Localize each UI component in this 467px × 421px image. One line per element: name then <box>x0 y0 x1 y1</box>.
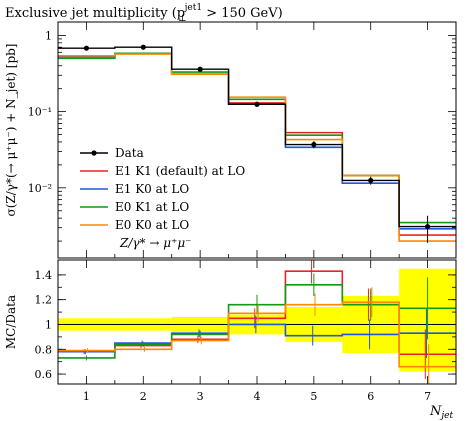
main-frame <box>57 21 457 259</box>
main-ytick-label: 10⁻² <box>28 182 52 195</box>
mc-histogram <box>58 52 456 224</box>
ratio-frame <box>57 259 457 385</box>
ratio-ytick-label: 1.2 <box>35 294 53 307</box>
data-point <box>254 101 260 107</box>
xtick-label: 6 <box>367 390 374 403</box>
xtick-label: 5 <box>310 390 317 403</box>
xtick-label: 7 <box>424 390 431 403</box>
data-point <box>368 177 374 184</box>
xtick-label: 1 <box>83 390 90 403</box>
legend-label: E0 K0 at LO <box>115 218 189 232</box>
main-ytick-label: 1 <box>45 29 52 42</box>
ratio-ytick-label: 0.6 <box>35 368 53 381</box>
legend-label: E1 K1 (default) at LO <box>115 164 245 178</box>
legend-marker <box>91 150 97 156</box>
legend-label: E0 K1 at LO <box>115 200 189 214</box>
ratio-histogram <box>58 301 456 368</box>
legend-process: Z/γ* → μ⁺μ⁻ <box>119 236 192 250</box>
data-point <box>311 141 317 148</box>
main-ylabel: σ(Z/γ*(→ μ⁺μ⁻) + N_jet) [pb] <box>4 44 18 217</box>
data-point <box>83 45 90 51</box>
legend-label: E1 K0 at LO <box>115 182 189 196</box>
mc-histogram <box>58 53 456 242</box>
main-ytick-label: 10⁻¹ <box>28 106 52 119</box>
data-point <box>424 223 431 230</box>
xtick-label: 4 <box>254 390 261 403</box>
ratio-ylabel: MC/Data <box>4 295 18 349</box>
xtick-label: 2 <box>140 390 147 403</box>
data-point <box>140 44 146 50</box>
data-point <box>197 66 203 72</box>
ratio-ytick-label: 0.8 <box>35 343 53 356</box>
main-panel: 10⁻² 10⁻¹ 1 Data E1 K1 (default) at LO E1 K0 … <box>28 21 457 259</box>
ratio-xlabel: Njet <box>429 404 453 421</box>
legend-label: Data <box>115 146 144 160</box>
xtick-label: 3 <box>197 390 204 403</box>
ratio-ytick-label: 1.4 <box>35 269 53 282</box>
chart-title: Exclusive jet multiplicity (p⊥jet1 > 150… <box>5 3 283 24</box>
ratio-histogram <box>58 323 456 353</box>
ratio-panel: 0.6 0.8 1 1.2 1.4 1 2 3 4 5 6 7 <box>35 259 457 403</box>
ratio-ytick-label: 1 <box>45 318 52 331</box>
